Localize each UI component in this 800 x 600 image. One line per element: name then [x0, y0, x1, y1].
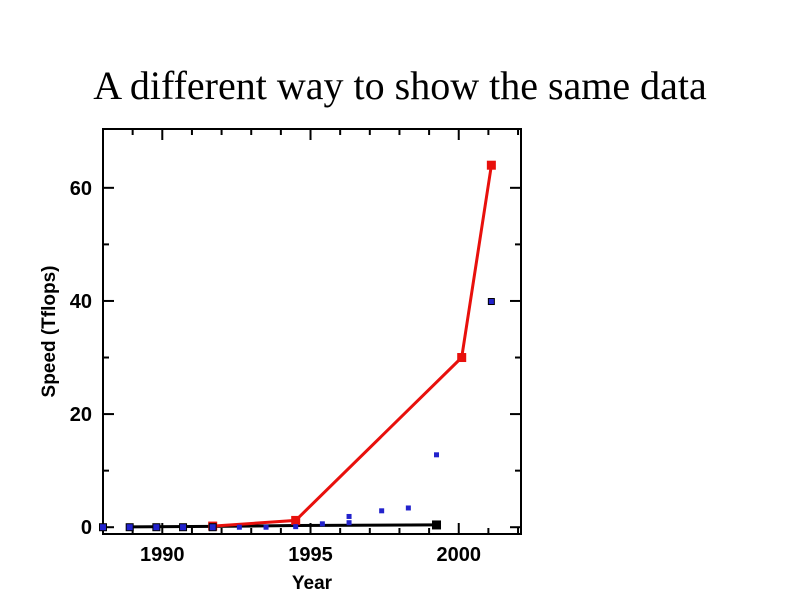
x-tick-label: 2000 [436, 544, 481, 566]
x-tick-label: 1995 [288, 544, 333, 566]
x-axis-title: Year [292, 573, 333, 594]
point-blue-points [434, 452, 440, 458]
point-red-line [457, 353, 467, 363]
series-black-end-marker [432, 520, 442, 530]
point-blue-points [263, 524, 269, 530]
y-tick-label: 20 [70, 404, 92, 426]
point-red-line [486, 160, 496, 170]
point-blue-points [487, 298, 495, 306]
series-blue-points [99, 298, 495, 532]
line-black-trend-line [129, 523, 437, 529]
point-blue-points [379, 508, 385, 514]
point-blue-points [99, 523, 107, 532]
series-black-trend-line [129, 523, 437, 529]
point-black-end-marker [432, 520, 442, 530]
point-blue-points [208, 523, 217, 532]
axes [102, 128, 522, 535]
y-tick-label: 60 [70, 178, 92, 200]
tick-labels: 1990 1995 2000 0 20 40 60 Year Speed (Tflops) [39, 178, 481, 594]
series-red-line [208, 160, 496, 531]
slide-title: A different way to show the same data [93, 63, 707, 108]
point-blue-points [405, 505, 411, 511]
point-blue-points [346, 520, 352, 526]
point-blue-points [152, 523, 161, 532]
line-red-line [212, 164, 493, 528]
y-axis-title: Speed (Tflops) [39, 266, 60, 398]
x-tick-label: 1990 [140, 544, 185, 566]
point-blue-points [346, 513, 352, 519]
plot-frame [102, 128, 522, 535]
point-blue-points [236, 524, 242, 530]
point-red-line [291, 515, 301, 525]
point-blue-points [125, 523, 134, 532]
point-blue-points [293, 524, 299, 530]
y-tick-label: 0 [81, 517, 92, 539]
y-tick-label: 40 [70, 291, 92, 313]
point-blue-points [319, 521, 325, 527]
point-blue-points [179, 523, 188, 532]
